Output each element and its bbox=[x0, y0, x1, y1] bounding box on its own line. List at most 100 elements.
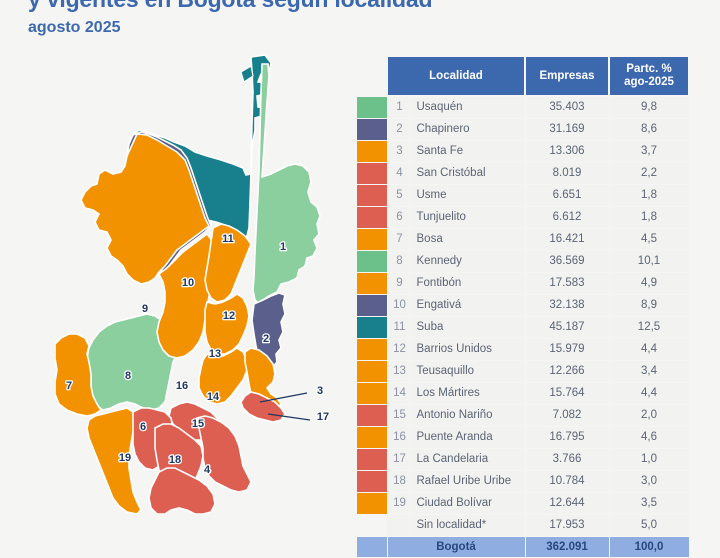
row-number: 8 bbox=[386, 250, 410, 273]
legend-color-swatch bbox=[357, 470, 388, 493]
row-participation-value: 3,0 bbox=[608, 470, 690, 493]
legend-color-swatch bbox=[357, 338, 388, 361]
row-number: 5 bbox=[386, 184, 410, 207]
row-empresas-value: 17.583 bbox=[524, 272, 610, 295]
row-empresas-value: 16.421 bbox=[524, 228, 610, 251]
row-number: 6 bbox=[386, 206, 410, 229]
map-label-15: 15 bbox=[192, 418, 204, 430]
row-empresas-value: 45.187 bbox=[524, 316, 610, 339]
table-row[interactable]: 13 Teusaquillo 12.266 3,4 bbox=[357, 360, 690, 383]
table-row[interactable]: 7 Bosa 16.421 4,5 bbox=[357, 228, 690, 251]
map-label-1: 1 bbox=[280, 241, 286, 253]
page-title: y vigentes en Bogotá según localidad bbox=[28, 0, 628, 12]
map-region-teusaquillo[interactable] bbox=[204, 293, 250, 355]
table-row[interactable]: 11 Suba 45.187 12,5 bbox=[357, 316, 690, 339]
map-label-3: 3 bbox=[317, 385, 323, 397]
map-region-fontibon[interactable] bbox=[80, 133, 211, 285]
leader-line-17 bbox=[267, 413, 311, 421]
table-row[interactable]: 9 Fontibón 17.583 4,9 bbox=[357, 272, 690, 295]
infographic-page: y vigentes en Bogotá según localidad ago… bbox=[28, 0, 690, 558]
row-locality-name: Teusaquillo bbox=[408, 360, 526, 383]
map-number-labels: 12345678910111213141516171819 bbox=[65, 232, 331, 478]
table-row[interactable]: 5 Usme 6.651 1,8 bbox=[357, 184, 690, 207]
table-row[interactable]: 10 Engativá 32.138 8,9 bbox=[357, 294, 690, 317]
row-participation-value: 12,5 bbox=[608, 316, 690, 339]
table-row[interactable]: 14 Los Mártires 15.764 4,4 bbox=[357, 382, 690, 405]
row-number: 4 bbox=[386, 162, 410, 185]
row-empresas-value: 7.082 bbox=[524, 404, 610, 427]
row-locality-name: Barrios Unidos bbox=[408, 338, 526, 361]
row-empresas-value: 12.266 bbox=[524, 360, 610, 383]
map-label-19: 19 bbox=[119, 452, 131, 464]
row-locality-name: Kennedy bbox=[408, 250, 526, 273]
map-region-barrios-unidos[interactable] bbox=[204, 223, 252, 303]
table-row[interactable]: 4 San Cristóbal 8.019 2,2 bbox=[357, 162, 690, 185]
bogota-locality-map[interactable]: 12345678910111213141516171819 bbox=[55, 52, 355, 514]
row-number: 9 bbox=[386, 272, 410, 295]
row-empresas-value: 10.784 bbox=[524, 470, 610, 493]
table-row[interactable]: 18 Rafael Uribe Uribe 10.784 3,0 bbox=[357, 470, 690, 493]
map-region-usme[interactable] bbox=[148, 467, 216, 514]
table-row[interactable]: 19 Ciudad Bolívar 12.644 3,5 bbox=[357, 492, 690, 515]
row-participation-value: 1,8 bbox=[608, 184, 690, 207]
table-row[interactable]: 8 Kennedy 36.569 10,1 bbox=[357, 250, 690, 273]
map-label-12: 12 bbox=[223, 310, 235, 322]
map-region-bosa[interactable] bbox=[55, 333, 103, 417]
map-region-usaquen[interactable] bbox=[252, 63, 321, 306]
row-number: 11 bbox=[386, 316, 410, 339]
map-label-16: 16 bbox=[176, 380, 188, 392]
row-participation-value: 2,0 bbox=[608, 404, 690, 427]
row-empresas-value: 3.766 bbox=[524, 448, 610, 471]
table-row[interactable]: 16 Puente Aranda 16.795 4,6 bbox=[357, 426, 690, 449]
row-number: 3 bbox=[386, 140, 410, 163]
row-locality-name: Engativá bbox=[408, 294, 526, 317]
table-head: Localidad Empresas Partc. % ago-2025 bbox=[357, 55, 690, 97]
table-row[interactable]: 15 Antonio Nariño 7.082 2,0 bbox=[357, 404, 690, 427]
table-row[interactable]: 2 Chapinero 31.169 8,6 bbox=[357, 118, 690, 141]
header-empresas: Empresas bbox=[524, 55, 610, 97]
legend-color-swatch bbox=[357, 95, 388, 119]
header-partc-line2: ago-2025 bbox=[624, 76, 674, 88]
map-label-17: 17 bbox=[317, 411, 329, 423]
table-row[interactable]: 3 Santa Fe 13.306 3,7 bbox=[357, 140, 690, 163]
legend-color-swatch bbox=[357, 382, 388, 405]
map-label-6: 6 bbox=[140, 421, 146, 433]
legend-color-swatch bbox=[357, 184, 388, 207]
total-label: Bogotá bbox=[386, 536, 526, 558]
title-block: y vigentes en Bogotá según localidad ago… bbox=[28, 0, 628, 39]
row-participation-value: 4,6 bbox=[608, 426, 690, 449]
row-locality-name: Bosa bbox=[408, 228, 526, 251]
map-region-san-cristobal[interactable] bbox=[196, 415, 252, 493]
map-region-los-martires[interactable] bbox=[198, 347, 248, 405]
header-swatch-spacer bbox=[357, 56, 387, 96]
table-row[interactable]: 17 La Candelaria 3.766 1,0 bbox=[357, 448, 690, 471]
table-row[interactable]: 12 Barrios Unidos 15.979 4,4 bbox=[357, 338, 690, 361]
row-empresas-value: 12.644 bbox=[524, 492, 610, 515]
row-locality-name: Usaquén bbox=[408, 95, 526, 119]
row-participation-value: 4,4 bbox=[608, 338, 690, 361]
row-participation-value: 10,1 bbox=[608, 250, 690, 273]
map-regions bbox=[55, 54, 321, 514]
row-participation-value: 4,4 bbox=[608, 382, 690, 405]
total-swatch-cell bbox=[357, 536, 388, 558]
map-region-la-candelaria[interactable] bbox=[240, 391, 286, 423]
row-empresas-value: 8.019 bbox=[524, 162, 610, 185]
row-participation-value: 9,8 bbox=[608, 95, 690, 119]
legend-color-swatch bbox=[357, 404, 388, 427]
row-participation-value: 5,0 bbox=[608, 514, 690, 537]
table-row[interactable]: Sin localidad* 17.953 5,0 bbox=[357, 514, 690, 537]
row-number: 12 bbox=[386, 338, 410, 361]
map-region-puente-aranda[interactable] bbox=[156, 232, 220, 359]
legend-color-swatch bbox=[357, 250, 388, 273]
row-empresas-value: 13.306 bbox=[524, 140, 610, 163]
row-empresas-value: 35.403 bbox=[524, 95, 610, 119]
table-row[interactable]: 6 Tunjuelito 6.612 1,8 bbox=[357, 206, 690, 229]
row-locality-name: Sin localidad* bbox=[408, 514, 526, 537]
map-label-8: 8 bbox=[125, 370, 131, 382]
map-label-18: 18 bbox=[169, 454, 181, 466]
row-locality-name: Chapinero bbox=[408, 118, 526, 141]
row-locality-name: Antonio Nariño bbox=[408, 404, 526, 427]
map-region-ciudad-bolivar[interactable] bbox=[86, 407, 142, 514]
row-empresas-value: 15.764 bbox=[524, 382, 610, 405]
table-row[interactable]: 1 Usaquén 35.403 9,8 bbox=[357, 95, 690, 119]
